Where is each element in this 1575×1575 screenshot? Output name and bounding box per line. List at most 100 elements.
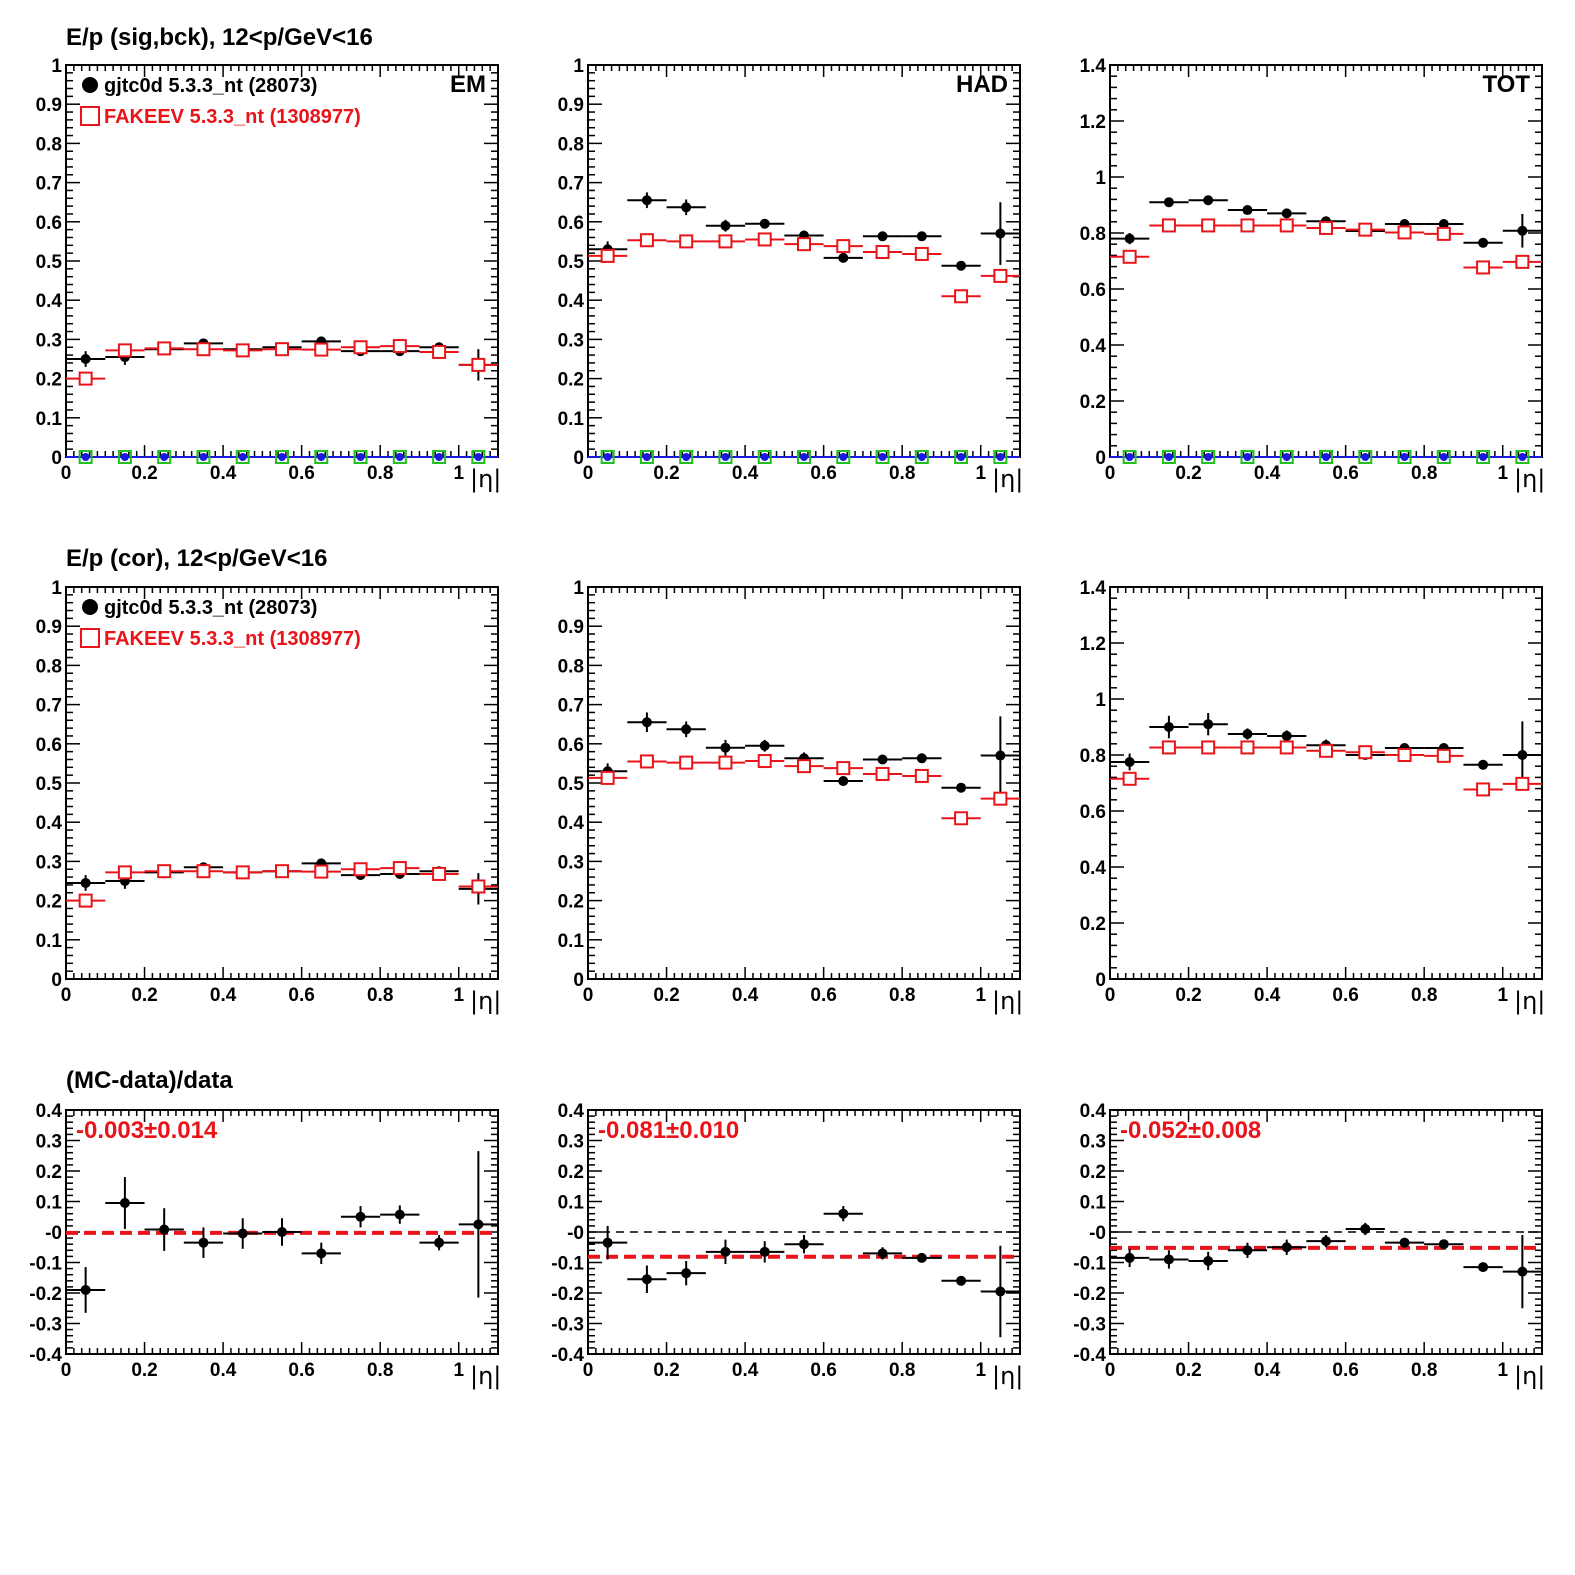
data-point [1517,225,1528,236]
x-tick-label: 0.6 [288,463,314,484]
x-tick-label: 0 [1105,1360,1116,1381]
data-point [956,1275,967,1286]
x-tick-label: 0 [1105,463,1116,484]
y-tick-label: 0 [51,970,62,991]
extra-point [1361,453,1370,461]
y-tick-label: 0.8 [36,656,62,677]
y-tick-label: 0 [1095,970,1106,991]
mc-point [117,343,132,358]
y-tick-label: 0.5 [36,252,63,273]
data-point [1281,730,1292,741]
x-tick-label: 1 [975,463,986,484]
mc-point [1515,254,1530,269]
y-tick-label: -0 [1089,1223,1106,1244]
data-point [394,1209,405,1220]
data-point [1203,1255,1214,1266]
mc-point [471,357,486,372]
panels: 0 0.2 0.4 0.6 0.8 100.10.20.30.40.50.60.70.80… [29,56,1545,1390]
x-tick-label: 0 [61,463,72,484]
x-tick-label: 0.8 [1411,985,1437,1006]
y-tick-label: 0 [1095,448,1106,469]
y-tick-label: 0.6 [1080,280,1106,301]
x-tick-label: 0 [1105,985,1116,1006]
x-tick-label: 0.6 [1332,463,1358,484]
data-point [720,742,731,753]
mc-point [1358,745,1373,760]
row-title-corrected: E/p (cor), 12<p/GeV<16 [66,545,327,572]
mc-point [1279,740,1294,755]
y-tick-label: 0.4 [36,291,63,312]
mc-point [639,233,654,248]
legend-data-marker [82,77,98,93]
x-axis-label: |η| [992,987,1023,1015]
data-point [838,1208,849,1219]
mc-point [471,879,486,894]
x-tick-label: 1 [1497,1360,1508,1381]
extra-marker [235,450,250,464]
x-axis-label: |η| [992,1362,1023,1390]
y-tick-label: 0.4 [36,813,63,834]
panel-r2-c0: 0 0.2 0.4 0.6 0.8 1 -0.4 -0.3 -0.2 -0.1 -0 0.1 0.2 0.… [29,1101,501,1390]
data-point [602,1237,613,1248]
y-tick-label: 0.6 [558,213,584,234]
x-tick-label: 0.2 [131,985,157,1006]
mc-point [1476,260,1491,275]
mc-point [1515,776,1530,791]
data-point [1478,759,1489,770]
y-tick-label: 0.9 [558,617,584,638]
y-tick-label: 0.2 [558,892,584,913]
x-axis-label: |η| [992,465,1023,493]
data-point [1360,1223,1371,1234]
extra-point [839,453,848,461]
y-tick-label: 0.8 [1080,224,1106,245]
mc-point [157,341,172,356]
y-tick-label: 0.2 [1080,1162,1106,1183]
extra-marker [757,450,772,464]
extra-point [1125,453,1134,461]
panel-label: HAD [956,71,1008,98]
y-tick-label: 0.8 [36,134,62,155]
y-tick-label: 0 [51,448,62,469]
y-tick-label: 0.5 [36,774,63,795]
extra-point [957,453,966,461]
plot-frame [587,586,1021,980]
extra-marker [1122,450,1137,464]
mc-point [757,232,772,247]
mc-point [157,864,172,879]
mc-point [718,234,733,249]
extra-point [996,453,1005,461]
y-tick-label: 0 [573,448,584,469]
x-tick-label: 0.8 [367,985,393,1006]
data-point [916,231,927,242]
series-data [66,1151,498,1313]
mc-point [836,761,851,776]
series-data [1110,1222,1542,1309]
series-mc [1110,218,1542,275]
y-tick-label: 0.1 [36,1193,63,1214]
mc-point [914,246,929,261]
extra-point [642,453,651,461]
y-tick-label: 0.3 [558,852,584,873]
extra-marker [718,450,733,464]
y-tick-label: 1 [51,56,62,77]
x-tick-label: 0.6 [288,1360,314,1381]
y-tick-label: 0.4 [36,1101,63,1122]
extra-point [356,453,365,461]
series-data [588,1206,1020,1338]
y-tick-label: 0.2 [1080,392,1106,413]
row-title-ratio: (MC-data)/data [66,1067,233,1094]
x-tick-label: 0.4 [210,463,237,484]
series-data [588,192,1020,271]
x-tick-label: 0.4 [732,1360,759,1381]
mc-point [1201,740,1216,755]
y-tick-label: 0.9 [558,95,584,116]
extra-marker [1240,450,1255,464]
y-tick-label: 0.4 [558,813,585,834]
extra-point [721,453,730,461]
data-point [877,1248,888,1259]
y-tick-label: 0.6 [36,213,62,234]
extra-point [1243,453,1252,461]
extra-marker [432,450,447,464]
x-tick-label: 0.4 [732,463,759,484]
